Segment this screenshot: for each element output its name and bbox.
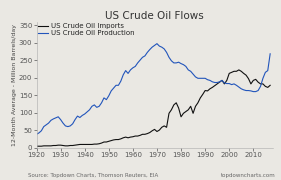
Line: US Crude Oil Production: US Crude Oil Production xyxy=(37,44,270,134)
US Crude Oil Imports xyxy=(213,85,216,87)
US Crude Oil Imports xyxy=(182,112,185,114)
US Crude Oil Imports xyxy=(165,126,168,128)
Text: topdowncharts.com: topdowncharts.com xyxy=(221,173,275,178)
US Crude Oil Imports xyxy=(146,132,149,135)
US Crude Oil Production xyxy=(35,133,38,135)
US Crude Oil Imports xyxy=(54,144,58,147)
Y-axis label: 12-Month Average - Million Barrels/day: 12-Month Average - Million Barrels/day xyxy=(12,24,17,146)
Legend: US Crude Oil Imports, US Crude Oil Production: US Crude Oil Imports, US Crude Oil Produ… xyxy=(38,23,135,36)
US Crude Oil Production xyxy=(49,119,53,121)
US Crude Oil Production xyxy=(155,42,159,45)
Line: US Crude Oil Imports: US Crude Oil Imports xyxy=(37,70,270,146)
US Crude Oil Production xyxy=(268,53,272,55)
US Crude Oil Production xyxy=(167,56,171,58)
US Crude Oil Imports xyxy=(49,145,53,147)
Title: US Crude Oil Flows: US Crude Oil Flows xyxy=(105,11,204,21)
US Crude Oil Imports xyxy=(35,145,38,147)
Text: Source: Topdown Charts, Thomson Reuters, EIA: Source: Topdown Charts, Thomson Reuters,… xyxy=(28,173,158,178)
US Crude Oil Production xyxy=(146,51,149,53)
US Crude Oil Imports xyxy=(268,84,272,86)
US Crude Oil Production xyxy=(54,117,58,119)
US Crude Oil Production xyxy=(216,81,219,84)
US Crude Oil Production xyxy=(184,65,187,68)
US Crude Oil Imports xyxy=(237,69,241,71)
